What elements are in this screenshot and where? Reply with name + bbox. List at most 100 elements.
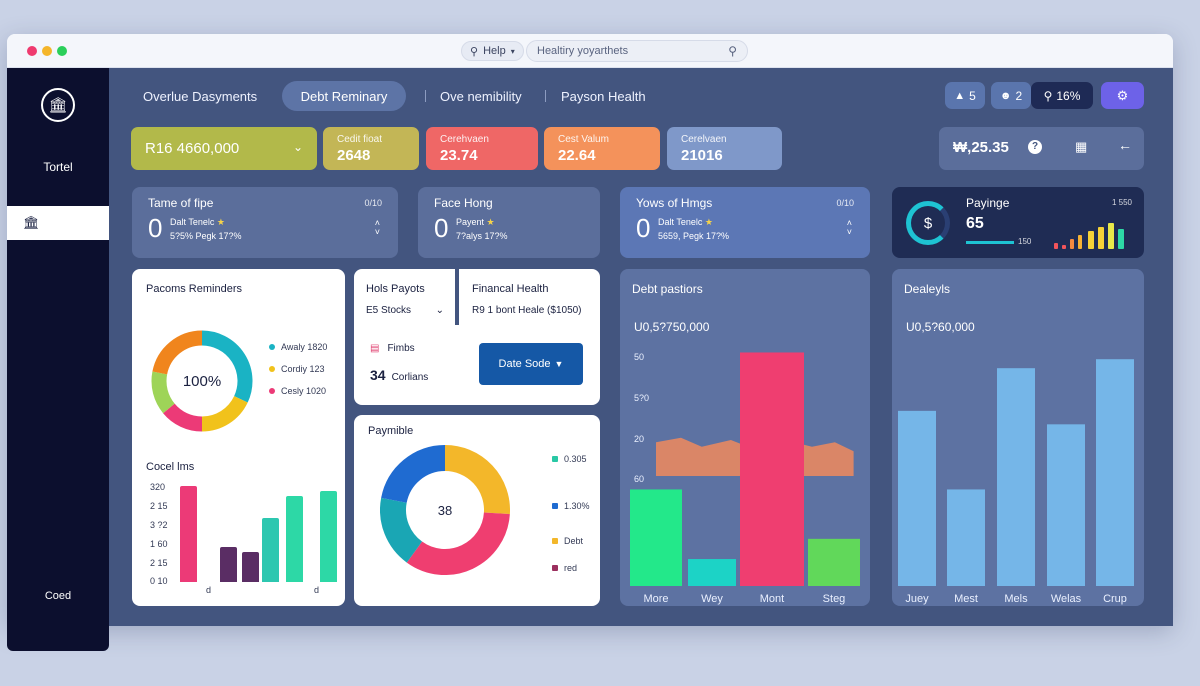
spark-bar <box>1054 243 1058 249</box>
stat-sub: Dalt Tenelc <box>170 217 215 227</box>
tab-debt-reminders[interactable]: Debt Reminary <box>282 81 406 111</box>
chart-subtitle: U0,5?60,000 <box>906 320 975 334</box>
bank-icon: 🏛 <box>23 215 40 230</box>
card-title: Paymible <box>368 425 414 437</box>
donut-slice <box>380 497 423 563</box>
bar <box>242 551 259 582</box>
stat-title: Face Hong <box>434 196 493 210</box>
donut-center: 38 <box>438 503 452 518</box>
balance-bar: ₩,25.35 ? ▦ ← <box>939 127 1144 170</box>
balance-value: ₩,25.35 <box>953 139 1009 156</box>
sidebar-item-bank[interactable]: 🏛 <box>7 206 109 240</box>
stocks-select[interactable]: E5 Stocks ⌄ <box>366 305 444 316</box>
search-percent-value: 16% <box>1056 88 1081 103</box>
search-icon: ⚲ <box>470 45 479 58</box>
date-select-button[interactable]: Date Sode ▼ <box>479 343 583 385</box>
stat-title: Yows of Hmgs <box>636 196 713 210</box>
search-placeholder: Healtiry yoyarthets <box>537 45 629 57</box>
axis-foot: d <box>206 585 212 595</box>
bank-icon[interactable]: 🏛 <box>41 88 75 122</box>
megaphone-icon: ▲ <box>954 89 966 102</box>
tab-overview-mobility[interactable]: Ove nemibility <box>440 88 522 104</box>
kpi-card[interactable]: Cest Valum 22.64 <box>544 127 660 170</box>
donut-slice <box>151 371 175 414</box>
x-tick-label: Welas <box>1051 593 1082 605</box>
stepper-icon[interactable]: ˄ ˅ <box>374 218 380 237</box>
paying-small: 150 <box>1018 237 1032 246</box>
chevron-down-icon: ⌄ <box>435 305 444 316</box>
kpi-total-select[interactable]: R16 4660,000 ⌄ <box>131 127 317 170</box>
tab-payment-health[interactable]: Payson Health <box>561 88 646 104</box>
axis-tick: 2 15 <box>150 501 168 511</box>
bar <box>262 518 279 582</box>
stat-value: 0 <box>636 213 651 243</box>
settings-chip[interactable]: ⚙ <box>1101 82 1144 109</box>
kpi-card[interactable]: Cerelvaen 21016 <box>667 127 782 170</box>
bar <box>688 559 736 586</box>
help-icon[interactable]: ? <box>1028 140 1042 154</box>
sidebar-footer[interactable]: Coed <box>44 590 72 602</box>
user-icon: ☻ <box>999 89 1012 102</box>
spark-bar <box>1070 239 1074 249</box>
users-chip[interactable]: ☻ 2 <box>991 82 1031 109</box>
reminders-donut: 100% <box>151 330 253 432</box>
dashboard-main: Overlue Dasyments Debt Reminary Ove nemi… <box>109 68 1173 626</box>
stat-card[interactable]: Face Hong 0 Payent ★ 7?alys 17?% <box>418 187 600 258</box>
x-tick-label: More <box>643 593 668 605</box>
axis-foot: d <box>314 585 320 595</box>
axis-tick: 3 ?2 <box>150 520 168 530</box>
minimize-window-button[interactable] <box>42 46 52 56</box>
axis-tick: 1 60 <box>150 539 168 549</box>
divider <box>455 269 459 325</box>
kpi-card[interactable]: Cerehvaen 23.74 <box>426 127 538 170</box>
donut-center: 100% <box>183 373 221 390</box>
donut-slice <box>406 511 510 575</box>
kpi-value: 22.64 <box>558 147 596 164</box>
x-tick-label: Wey <box>701 593 723 605</box>
chevron-down-icon: ▼ <box>554 359 564 369</box>
spark-bar <box>1078 235 1082 249</box>
bar <box>898 410 936 586</box>
card-title: Financal Health <box>472 283 549 295</box>
paying-progress <box>966 241 1014 244</box>
tab-divider <box>425 90 426 102</box>
dealeyls-chart-svg: Juey Mest Mels Welas Crup <box>898 359 1134 605</box>
bar <box>947 489 985 586</box>
close-window-button[interactable] <box>27 46 37 56</box>
legend-item: Debt <box>552 536 583 546</box>
spark-bar <box>1108 223 1114 249</box>
axis-tick: 60 <box>634 474 645 484</box>
chart-icon: ▤ <box>370 343 380 354</box>
list-item: 34 Corlians <box>370 367 429 383</box>
notifications-chip[interactable]: ▲ 5 <box>945 82 985 109</box>
magnifier-icon: ⚲ <box>728 44 737 58</box>
help-dropdown[interactable]: ⚲ Help ▾ <box>461 41 524 61</box>
kpi-value: R16 4660,000 <box>145 140 240 157</box>
star-icon: ★ <box>704 217 713 227</box>
notifications-count: 5 <box>969 88 976 103</box>
address-search[interactable]: Healtiry yoyarthets ⚲ <box>526 40 748 62</box>
stat-card[interactable]: Yows of Hmgs 0/10 0 Dalt Tenelc ★ 5659, … <box>620 187 870 258</box>
kpi-label: Cest Valum <box>558 134 609 145</box>
stat-card[interactable]: Tame of fipe 0/10 0 Dalt Tenelc ★ 5?5% P… <box>132 187 398 258</box>
search-percent-chip[interactable]: ⚲ 16% <box>1031 82 1093 109</box>
bar <box>286 496 303 582</box>
tab-divider <box>545 90 546 102</box>
axis-tick: 0 10 <box>150 576 168 586</box>
bar <box>740 352 804 586</box>
stepper-icon[interactable]: ˄ ˅ <box>846 218 852 237</box>
stat-title: Tame of fipe <box>148 196 214 210</box>
kpi-value: 21016 <box>681 147 723 164</box>
help-label: Help <box>483 45 506 57</box>
search-icon: ⚲ <box>1043 88 1053 103</box>
kpi-card[interactable]: Cedit fioat 2648 <box>323 127 419 170</box>
stat-detail: 5659, Pegk 17?% <box>658 231 730 241</box>
tab-overdue-payments[interactable]: Overlue Dasyments <box>143 88 258 104</box>
chart-title: Dealeyls <box>904 282 951 296</box>
maximize-window-button[interactable] <box>57 46 67 56</box>
back-arrow-icon[interactable]: ← <box>1118 137 1132 153</box>
calendar-icon[interactable]: ▦ <box>1075 139 1088 154</box>
paying-card[interactable]: $ Payinge 65 150 1 550 <box>892 187 1144 258</box>
stat-detail: 7?alys 17?% <box>456 231 508 241</box>
legend-item: 0.305 <box>552 454 587 464</box>
